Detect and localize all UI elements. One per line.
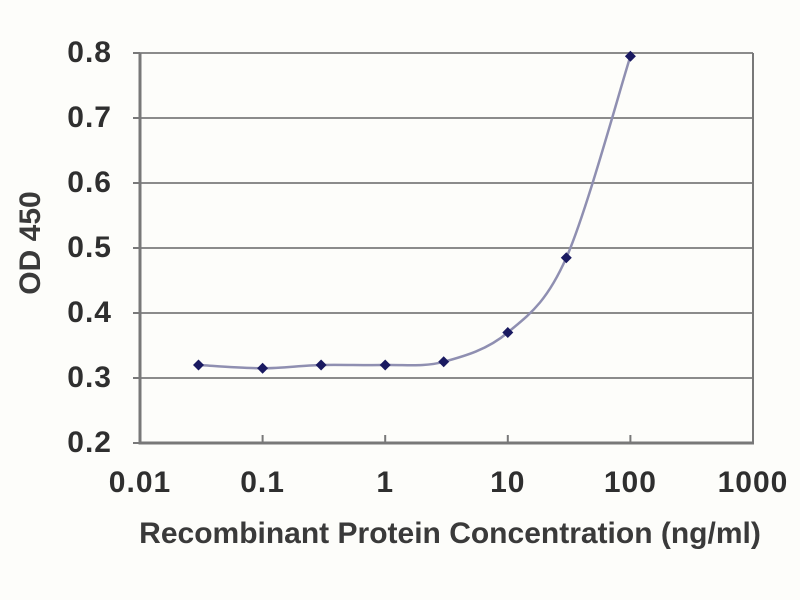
y-tick-label-0.5: 0.5 — [67, 231, 112, 264]
x-tick-label-10: 10 — [490, 466, 526, 499]
x-tick-label-100: 100 — [603, 466, 657, 499]
data-point-marker-30 — [560, 252, 572, 264]
y-tick-label-0.3: 0.3 — [67, 361, 112, 394]
y-tick-label-0.2: 0.2 — [67, 426, 112, 459]
y-tick-label-0.6: 0.6 — [67, 166, 112, 199]
data-point-marker-0.1 — [257, 362, 269, 374]
data-point-marker-1 — [379, 359, 391, 371]
data-series-line — [198, 55, 632, 370]
y-axis-title: OD 450 — [14, 191, 47, 295]
data-point-marker-100 — [624, 50, 636, 62]
data-point-marker-0.3 — [315, 359, 327, 371]
x-tick-label-0.01: 0.01 — [108, 466, 172, 499]
data-point-marker-0.03 — [192, 359, 204, 371]
y-tick-label-0.4: 0.4 — [67, 296, 112, 329]
y-tick-label-0.8: 0.8 — [67, 36, 112, 69]
x-tick-label-1000: 1000 — [717, 466, 789, 499]
y-tick-label-0.7: 0.7 — [67, 101, 112, 134]
x-axis-title: Recombinant Protein Concentration (ng/ml… — [139, 517, 761, 550]
data-point-marker-10 — [502, 327, 514, 338]
data-point-marker-3 — [438, 356, 450, 368]
x-tick-label-1: 1 — [376, 466, 395, 499]
x-tick-label-0.1: 0.1 — [240, 466, 285, 499]
